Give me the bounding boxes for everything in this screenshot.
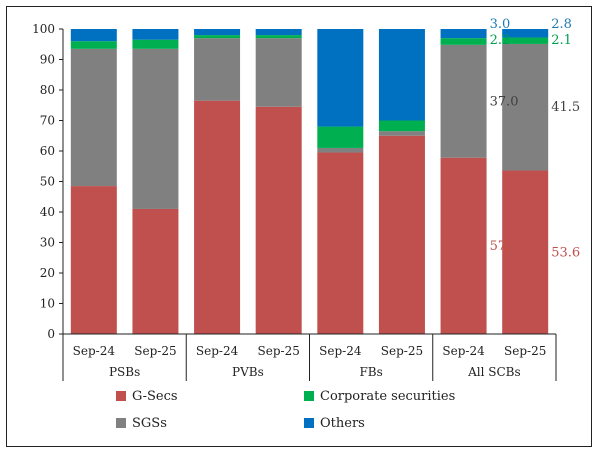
data-label: 53.6 [551,245,580,260]
bar-segment-others [194,29,241,36]
legend-label: G-Secs [132,389,178,404]
bar-segment-others [440,29,487,39]
y-tick-label: 100 [32,22,55,36]
bar-segment-sgss [255,38,302,107]
y-tick-label: 10 [40,297,55,311]
y-tick-label: 20 [40,266,55,280]
bar-segment-sgss [378,131,425,136]
bar-segment-g-secs [502,170,549,334]
bar-segment-others [317,29,364,127]
bar-segment-corporate-securities [440,38,487,45]
data-label: 3.0 [490,17,511,32]
data-label: 57.8 [490,239,519,254]
legend-label: SGSs [132,416,167,431]
y-tick-label: 50 [40,175,55,189]
bar-segment-corporate-securities [255,35,302,39]
bar-segment-sgss [502,43,549,171]
bar-segment-others [255,29,302,36]
x-tick-label: Sep-24 [196,344,239,358]
legend-swatch [304,391,314,401]
bar-segment-corporate-securities [70,41,117,49]
x-tick-label: Sep-25 [381,344,423,358]
legend-label: Others [320,416,365,431]
legend-swatch [116,418,126,428]
bar-segment-sgss [440,44,487,158]
bar-segment-corporate-securities [502,37,549,44]
group-label: All SCBs [467,365,521,379]
bar-segment-corporate-securities [317,126,364,148]
legend-swatch [304,418,314,428]
y-tick-label: 0 [47,327,55,341]
chart-frame [6,6,592,447]
data-label: 2.2 [490,33,511,48]
bar-segment-sgss [317,147,364,153]
bar-segment-sgss [70,48,117,187]
x-tick-label: Sep-25 [134,344,176,358]
y-tick-label: 40 [40,205,55,219]
data-label: 41.5 [551,100,580,115]
group-label: PSBs [109,365,140,379]
x-tick-label: Sep-25 [258,344,300,358]
group-label: PVBs [232,365,264,379]
bar-segment-g-secs [317,152,364,334]
x-tick-label: Sep-24 [442,344,485,358]
bar-segment-corporate-securities [194,35,241,39]
data-label: 37.0 [490,94,519,109]
y-tick-label: 30 [40,236,55,250]
bar-segment-g-secs [194,100,241,334]
bar-segment-others [132,29,179,40]
y-tick-label: 60 [40,144,55,158]
bar-segment-sgss [194,38,241,101]
y-tick-label: 80 [40,83,55,97]
y-tick-label: 90 [40,53,55,67]
bar-segment-corporate-securities [378,120,425,132]
legend-label: Corporate securities [320,389,455,404]
bar-segment-sgss [132,48,179,209]
bar-segment-corporate-securities [132,39,179,49]
y-tick-label: 70 [40,114,55,128]
bar-segment-others [378,29,425,121]
x-tick-label: Sep-24 [73,344,116,358]
x-tick-label: Sep-25 [504,344,546,358]
legend-swatch [116,391,126,401]
group-label: FBs [359,365,382,379]
bar-segment-g-secs [255,106,302,335]
bar-segment-others [70,29,117,42]
bar-segment-g-secs [378,135,425,334]
bar-segment-g-secs [440,157,487,334]
data-label: 2.1 [551,33,572,48]
bar-segment-g-secs [132,208,179,334]
bar-segment-others [502,29,549,38]
x-tick-label: Sep-24 [319,344,362,358]
bar-segment-g-secs [70,186,117,334]
data-label: 2.8 [551,17,572,32]
